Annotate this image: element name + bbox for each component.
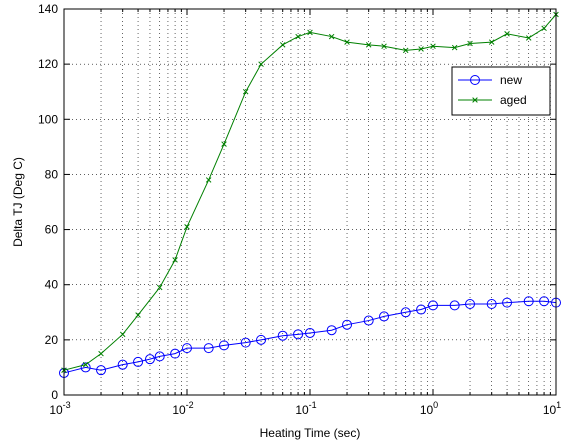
data-point — [488, 39, 495, 45]
series-aged — [61, 11, 559, 373]
data-point — [465, 299, 476, 310]
data-point — [541, 25, 547, 32]
legend-item-aged: aged — [458, 93, 527, 107]
legend-label: aged — [500, 93, 527, 107]
data-point — [182, 343, 192, 354]
data-point — [80, 362, 91, 373]
data-point — [172, 257, 178, 263]
data-point — [379, 311, 390, 322]
legend-box — [451, 66, 551, 116]
data-point — [305, 327, 315, 338]
data-point — [154, 351, 165, 362]
data-point — [184, 224, 190, 230]
y-tick-label: 80 — [45, 167, 59, 181]
data-point — [96, 365, 107, 376]
data-point — [307, 29, 313, 36]
x-tick-label: 100 — [420, 400, 438, 417]
data-point — [451, 44, 458, 51]
data-point — [402, 47, 409, 54]
y-tick-label: 0 — [51, 388, 58, 402]
data-point — [523, 296, 534, 307]
data-point — [428, 300, 438, 311]
legend-item-new: new — [458, 73, 522, 87]
data-point — [416, 304, 427, 315]
data-point — [203, 343, 214, 354]
data-point — [430, 43, 436, 49]
series-line — [63, 300, 557, 374]
data-point — [135, 312, 141, 318]
data-point — [240, 337, 251, 348]
series-layer — [59, 11, 561, 378]
data-point — [328, 33, 335, 40]
data-point — [467, 40, 473, 47]
x-tick-label: 10-2 — [172, 400, 193, 417]
axis-ticks: 10-3 10-2 10-1 100 101 0 20 40 60 80 100 120 140 — [38, 2, 561, 417]
data-point — [472, 97, 478, 103]
y-tick-label: 40 — [45, 278, 59, 292]
data-point — [277, 330, 288, 341]
data-point — [504, 31, 510, 37]
legend-label: new — [500, 73, 522, 87]
data-point — [279, 42, 286, 48]
x-axis-label: Heating Time (sec) — [260, 426, 361, 440]
series-new — [59, 296, 561, 378]
data-point — [400, 307, 411, 318]
y-tick-label: 140 — [38, 2, 58, 16]
x-tick-label: 10-3 — [49, 400, 70, 417]
data-point — [295, 33, 301, 40]
data-point — [242, 88, 249, 95]
y-axis-label: Delta TJ (Deg C) — [11, 157, 25, 247]
data-point — [256, 334, 267, 345]
y-tick-label: 100 — [38, 112, 58, 126]
x-tick-label: 10-1 — [295, 400, 316, 417]
x-tick-label: 101 — [543, 400, 561, 417]
data-point — [470, 75, 480, 85]
data-point — [525, 35, 532, 41]
data-point — [502, 297, 513, 308]
data-point — [117, 359, 128, 370]
data-point — [326, 325, 337, 336]
y-tick-label: 120 — [38, 57, 58, 71]
data-point — [119, 331, 126, 338]
data-point — [342, 319, 353, 330]
y-tick-label: 60 — [45, 223, 59, 237]
data-point — [344, 39, 350, 45]
y-tick-label: 20 — [45, 333, 59, 347]
data-point — [205, 177, 212, 183]
legend: new aged — [451, 66, 551, 116]
data-point — [144, 354, 155, 365]
data-point — [363, 315, 374, 326]
data-point — [170, 348, 181, 359]
data-point — [82, 361, 89, 368]
data-point — [418, 46, 424, 52]
data-point — [449, 300, 460, 311]
data-point — [221, 141, 227, 147]
data-point — [258, 61, 264, 67]
data-point — [365, 42, 372, 48]
data-point — [381, 43, 387, 49]
data-point — [486, 299, 497, 310]
data-point — [293, 329, 304, 340]
data-point — [156, 284, 163, 291]
data-point — [98, 350, 104, 357]
data-point — [539, 296, 550, 307]
data-point — [219, 340, 230, 351]
data-point — [133, 356, 144, 367]
